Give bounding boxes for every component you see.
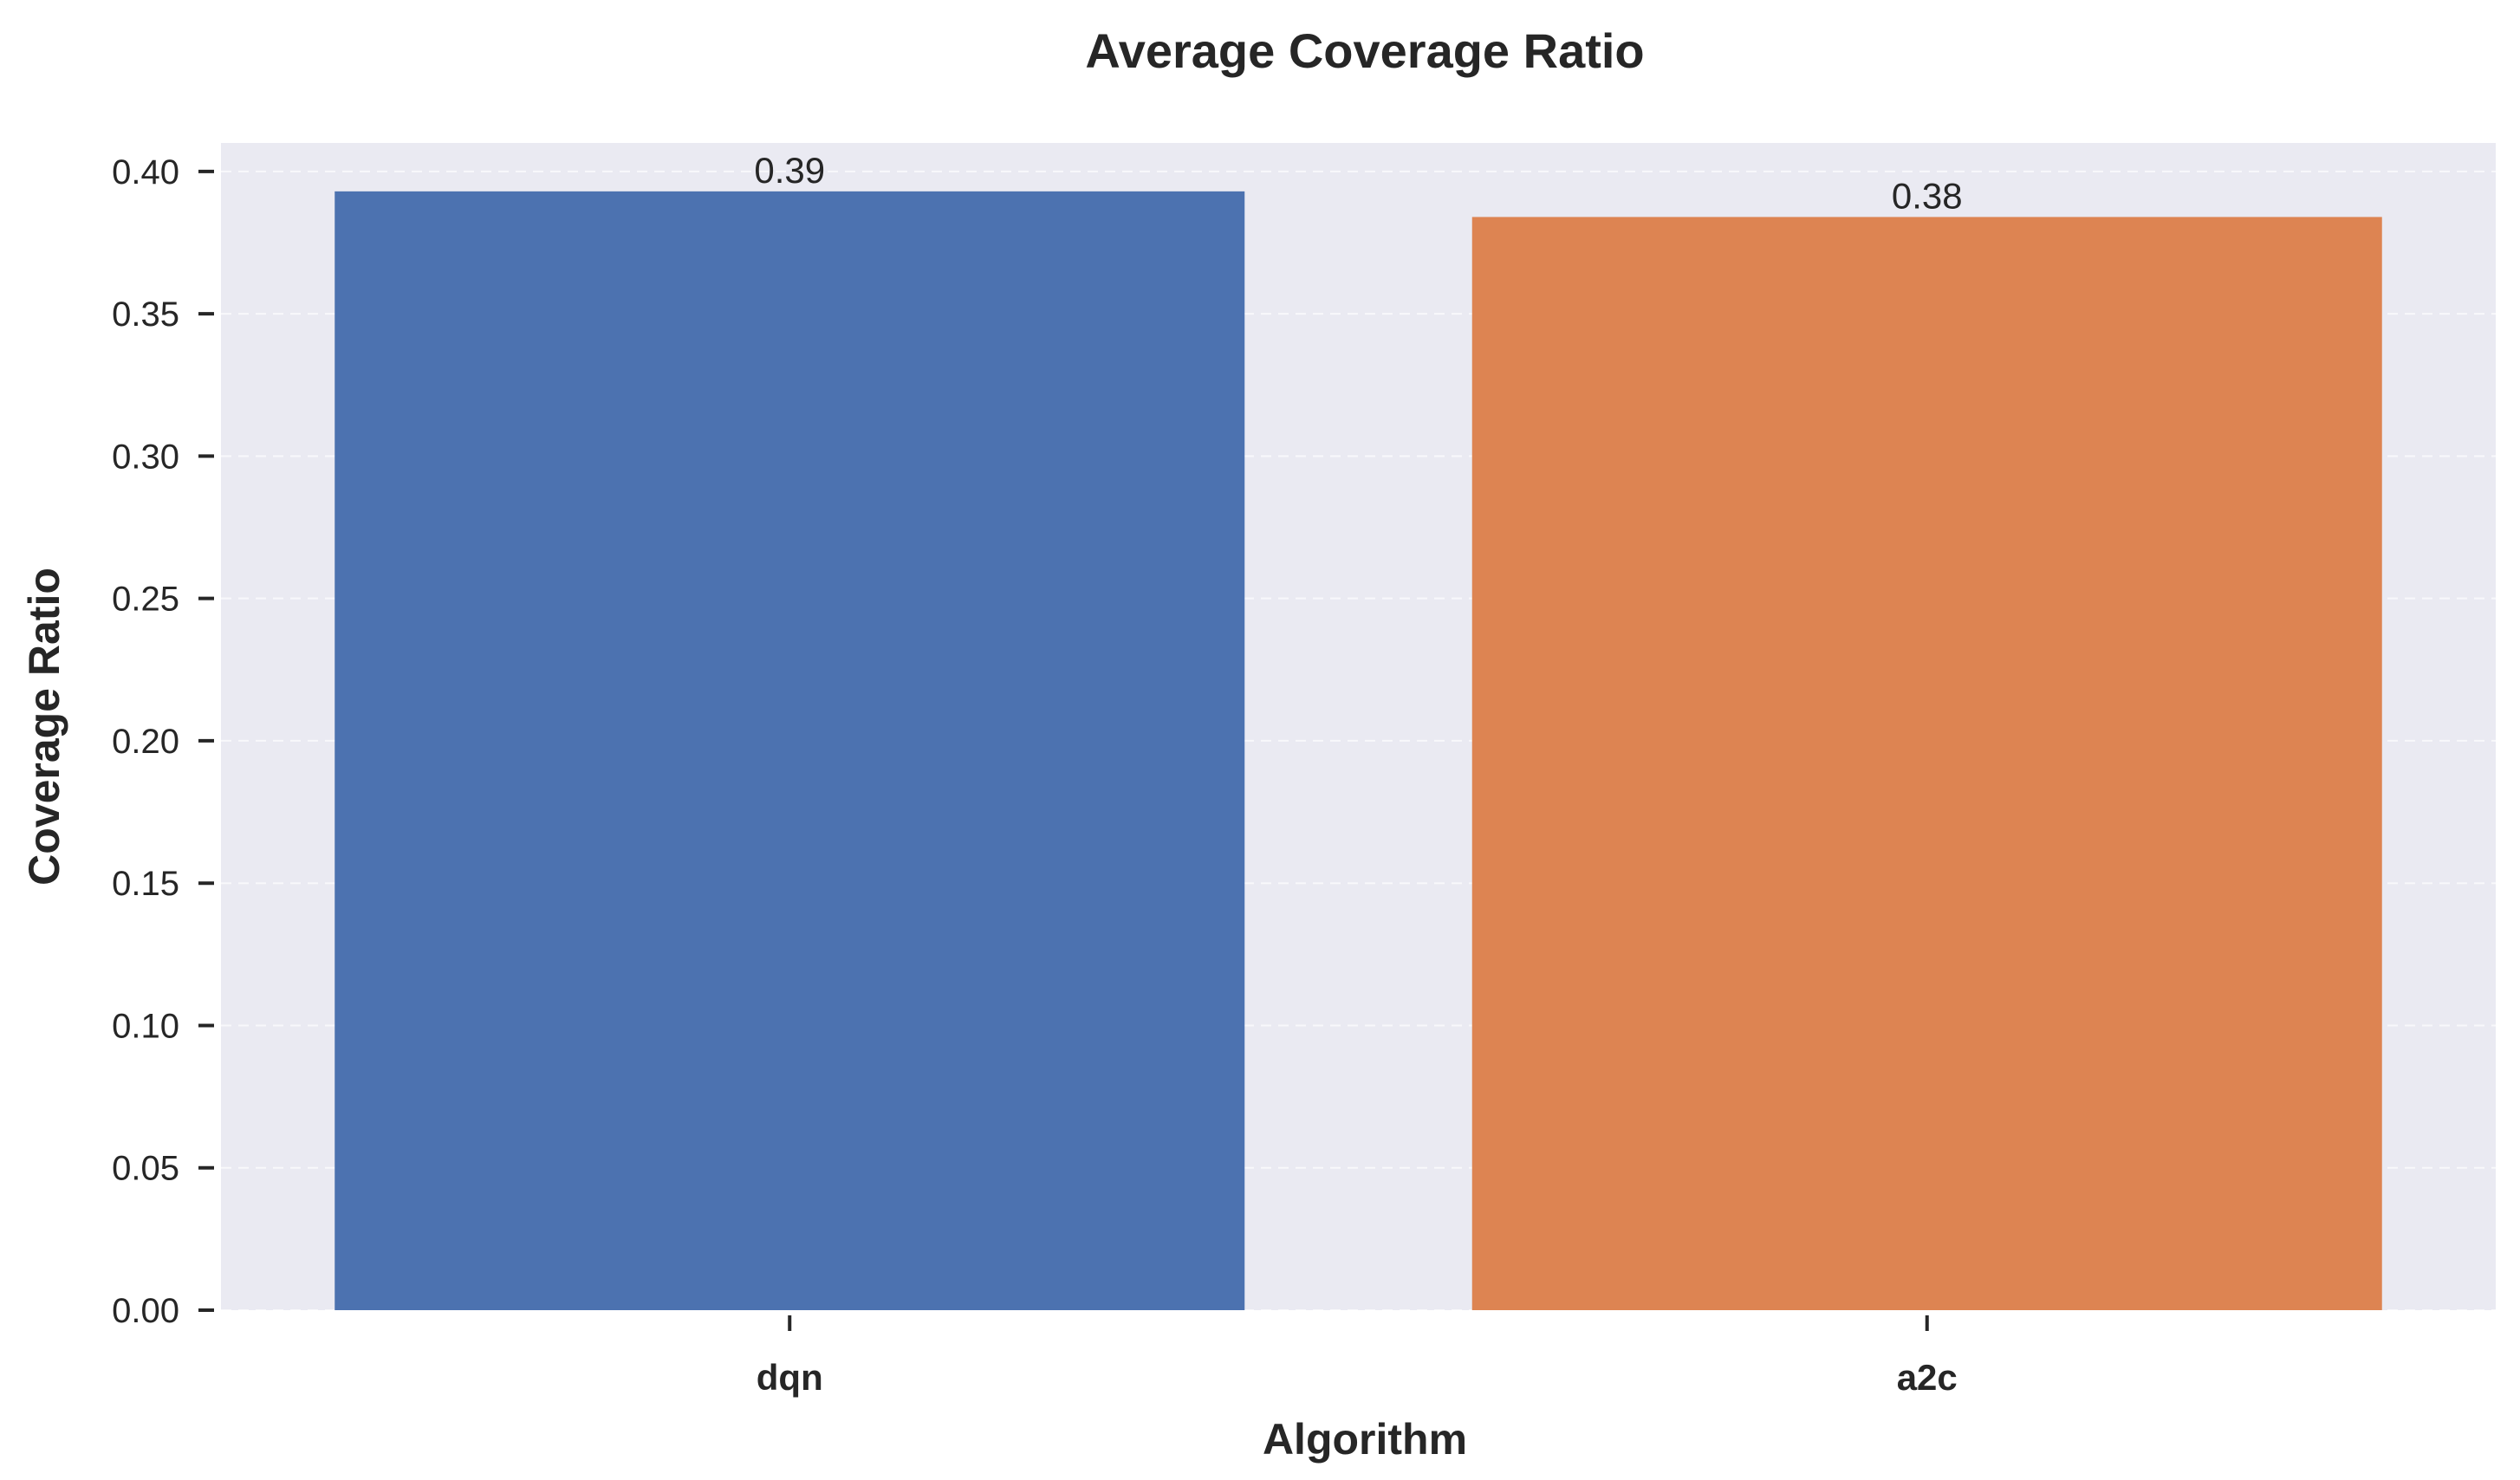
bar-dqn — [334, 191, 1245, 1311]
x-axis-label: Algorithm — [1263, 1415, 1467, 1464]
y-tick-label: 0.15 — [112, 865, 179, 903]
y-tick-label: 0.40 — [112, 153, 179, 191]
x-axis-ticks: dqn a2c — [757, 1315, 1958, 1398]
y-tick-label: 0.20 — [112, 723, 179, 761]
y-axis-label: Coverage Ratio — [20, 568, 68, 886]
chart-title: Average Coverage Ratio — [1085, 23, 1644, 78]
y-tick-label: 0.00 — [112, 1292, 179, 1330]
data-label-dqn: 0.39 — [754, 150, 825, 191]
x-tick-label-a2c: a2c — [1897, 1357, 1958, 1398]
data-label-a2c: 0.38 — [1892, 175, 1963, 216]
bars — [334, 191, 2382, 1311]
y-tick-label: 0.25 — [112, 581, 179, 619]
x-tick-label-dqn: dqn — [757, 1357, 823, 1398]
y-tick-label: 0.05 — [112, 1150, 179, 1188]
y-axis-ticks: 0.00 0.05 0.10 0.15 0.20 0.25 0.30 0.35 0.40 — [112, 153, 214, 1330]
bar-a2c — [1471, 217, 2382, 1310]
y-tick-label: 0.35 — [112, 295, 179, 334]
y-tick-label: 0.30 — [112, 438, 179, 476]
data-labels: 0.39 0.38 — [754, 150, 1962, 217]
y-tick-label: 0.10 — [112, 1007, 179, 1045]
